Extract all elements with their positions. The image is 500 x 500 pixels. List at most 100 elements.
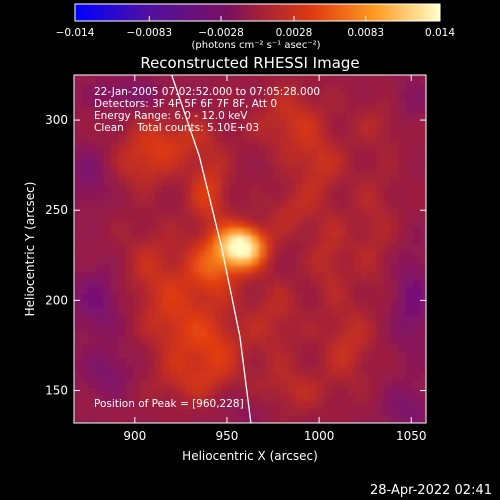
heatmap-cell (390, 415, 399, 423)
heatmap-cell (228, 264, 237, 273)
heatmap-cell (420, 235, 426, 244)
heatmap-cell (147, 415, 156, 423)
heatmap-cell (147, 365, 156, 374)
heatmap-cell (236, 141, 245, 150)
heatmap-cell (324, 199, 333, 208)
heatmap-cell (162, 278, 171, 287)
heatmap-cell (169, 415, 178, 423)
heatmap-cell (206, 285, 215, 294)
heatmap-cell (74, 76, 82, 85)
heatmap-cell (317, 76, 326, 85)
heatmap-cell (74, 271, 82, 280)
heatmap-cell (376, 170, 385, 179)
heatmap-cell (295, 271, 304, 280)
heatmap-cell (155, 91, 164, 100)
heatmap-cell (184, 329, 193, 338)
heatmap-cell (317, 112, 326, 121)
heatmap-cell (236, 221, 245, 229)
heatmap-cell (354, 177, 363, 186)
heatmap-cell (81, 163, 90, 172)
heatmap-cell (273, 112, 282, 121)
heatmap-cell (169, 408, 178, 417)
heatmap-cell (354, 76, 363, 85)
heatmap-cell (147, 285, 156, 294)
heatmap-cell (383, 293, 392, 301)
heatmap-cell (191, 242, 200, 251)
heatmap-cell (103, 329, 112, 338)
heatmap-cell (324, 192, 333, 201)
heatmap-cell (140, 112, 149, 121)
heatmap-cell (346, 358, 355, 366)
heatmap-cell (243, 127, 252, 136)
heatmap-cell (346, 415, 355, 423)
heatmap-cell (125, 221, 134, 229)
heatmap-cell (346, 264, 355, 273)
heatmap-cell (376, 293, 385, 301)
heatmap-cell (81, 249, 90, 258)
heatmap-cell (214, 350, 223, 359)
heatmap-cell (309, 300, 318, 309)
heatmap-cell (420, 271, 426, 280)
heatmap-cell (147, 76, 156, 85)
heatmap-cell (287, 105, 296, 114)
heatmap-cell (155, 242, 164, 251)
heatmap-cell (228, 127, 237, 136)
heatmap-cell (140, 76, 149, 85)
heatmap-cell (302, 141, 311, 150)
heatmap-cell (376, 336, 385, 345)
heatmap-cell (243, 358, 252, 366)
heatmap-cell (228, 192, 237, 201)
heatmap-cell (354, 365, 363, 374)
heatmap-cell (302, 336, 311, 345)
heatmap-cell (413, 170, 422, 179)
heatmap-cell (214, 192, 223, 201)
heatmap-cell (103, 278, 112, 287)
heatmap-cell (81, 228, 90, 237)
heatmap-cell (191, 213, 200, 222)
heatmap-cell (155, 84, 164, 92)
heatmap-cell (324, 156, 333, 164)
heatmap-cell (368, 394, 377, 402)
heatmap-cell (125, 379, 134, 388)
heatmap-cell (280, 156, 289, 164)
heatmap-cell (287, 358, 296, 366)
heatmap-cell (309, 98, 318, 107)
heatmap-cell (339, 372, 348, 381)
heatmap-cell (250, 213, 259, 222)
heatmap-cell (191, 257, 200, 265)
heatmap-cell (309, 365, 318, 374)
heatmap-cell (191, 221, 200, 229)
heatmap-cell (280, 358, 289, 366)
heatmap-cell (132, 408, 141, 417)
heatmap-cell (118, 249, 127, 258)
heatmap-cell (390, 134, 399, 143)
heatmap-cell (169, 249, 178, 258)
heatmap-cell (258, 365, 267, 374)
heatmap-cell (206, 329, 215, 338)
heatmap-cell (287, 75, 296, 78)
heatmap-cell (361, 336, 370, 345)
heatmap-cell (74, 163, 82, 172)
heatmap-cell (191, 278, 200, 287)
heatmap-cell (287, 314, 296, 323)
heatmap-cell (88, 379, 97, 388)
heatmap-cell (132, 228, 141, 237)
y-tick-label: 200 (45, 293, 68, 307)
heatmap-cell (405, 300, 414, 309)
heatmap-cell (317, 91, 326, 100)
heatmap-cell (346, 221, 355, 229)
heatmap-cell (258, 84, 267, 92)
heatmap-cell (376, 206, 385, 215)
heatmap-cell (118, 365, 127, 374)
heatmap-cell (250, 206, 259, 215)
heatmap-cell (398, 336, 407, 345)
heatmap-cell (88, 285, 97, 294)
heatmap-cell (250, 98, 259, 107)
heatmap-cell (361, 91, 370, 100)
heatmap-cell (413, 300, 422, 309)
heatmap-cell (273, 386, 282, 395)
heatmap-cell (147, 343, 156, 352)
heatmap-cell (147, 221, 156, 229)
heatmap-cell (420, 163, 426, 172)
heatmap-cell (118, 156, 127, 164)
